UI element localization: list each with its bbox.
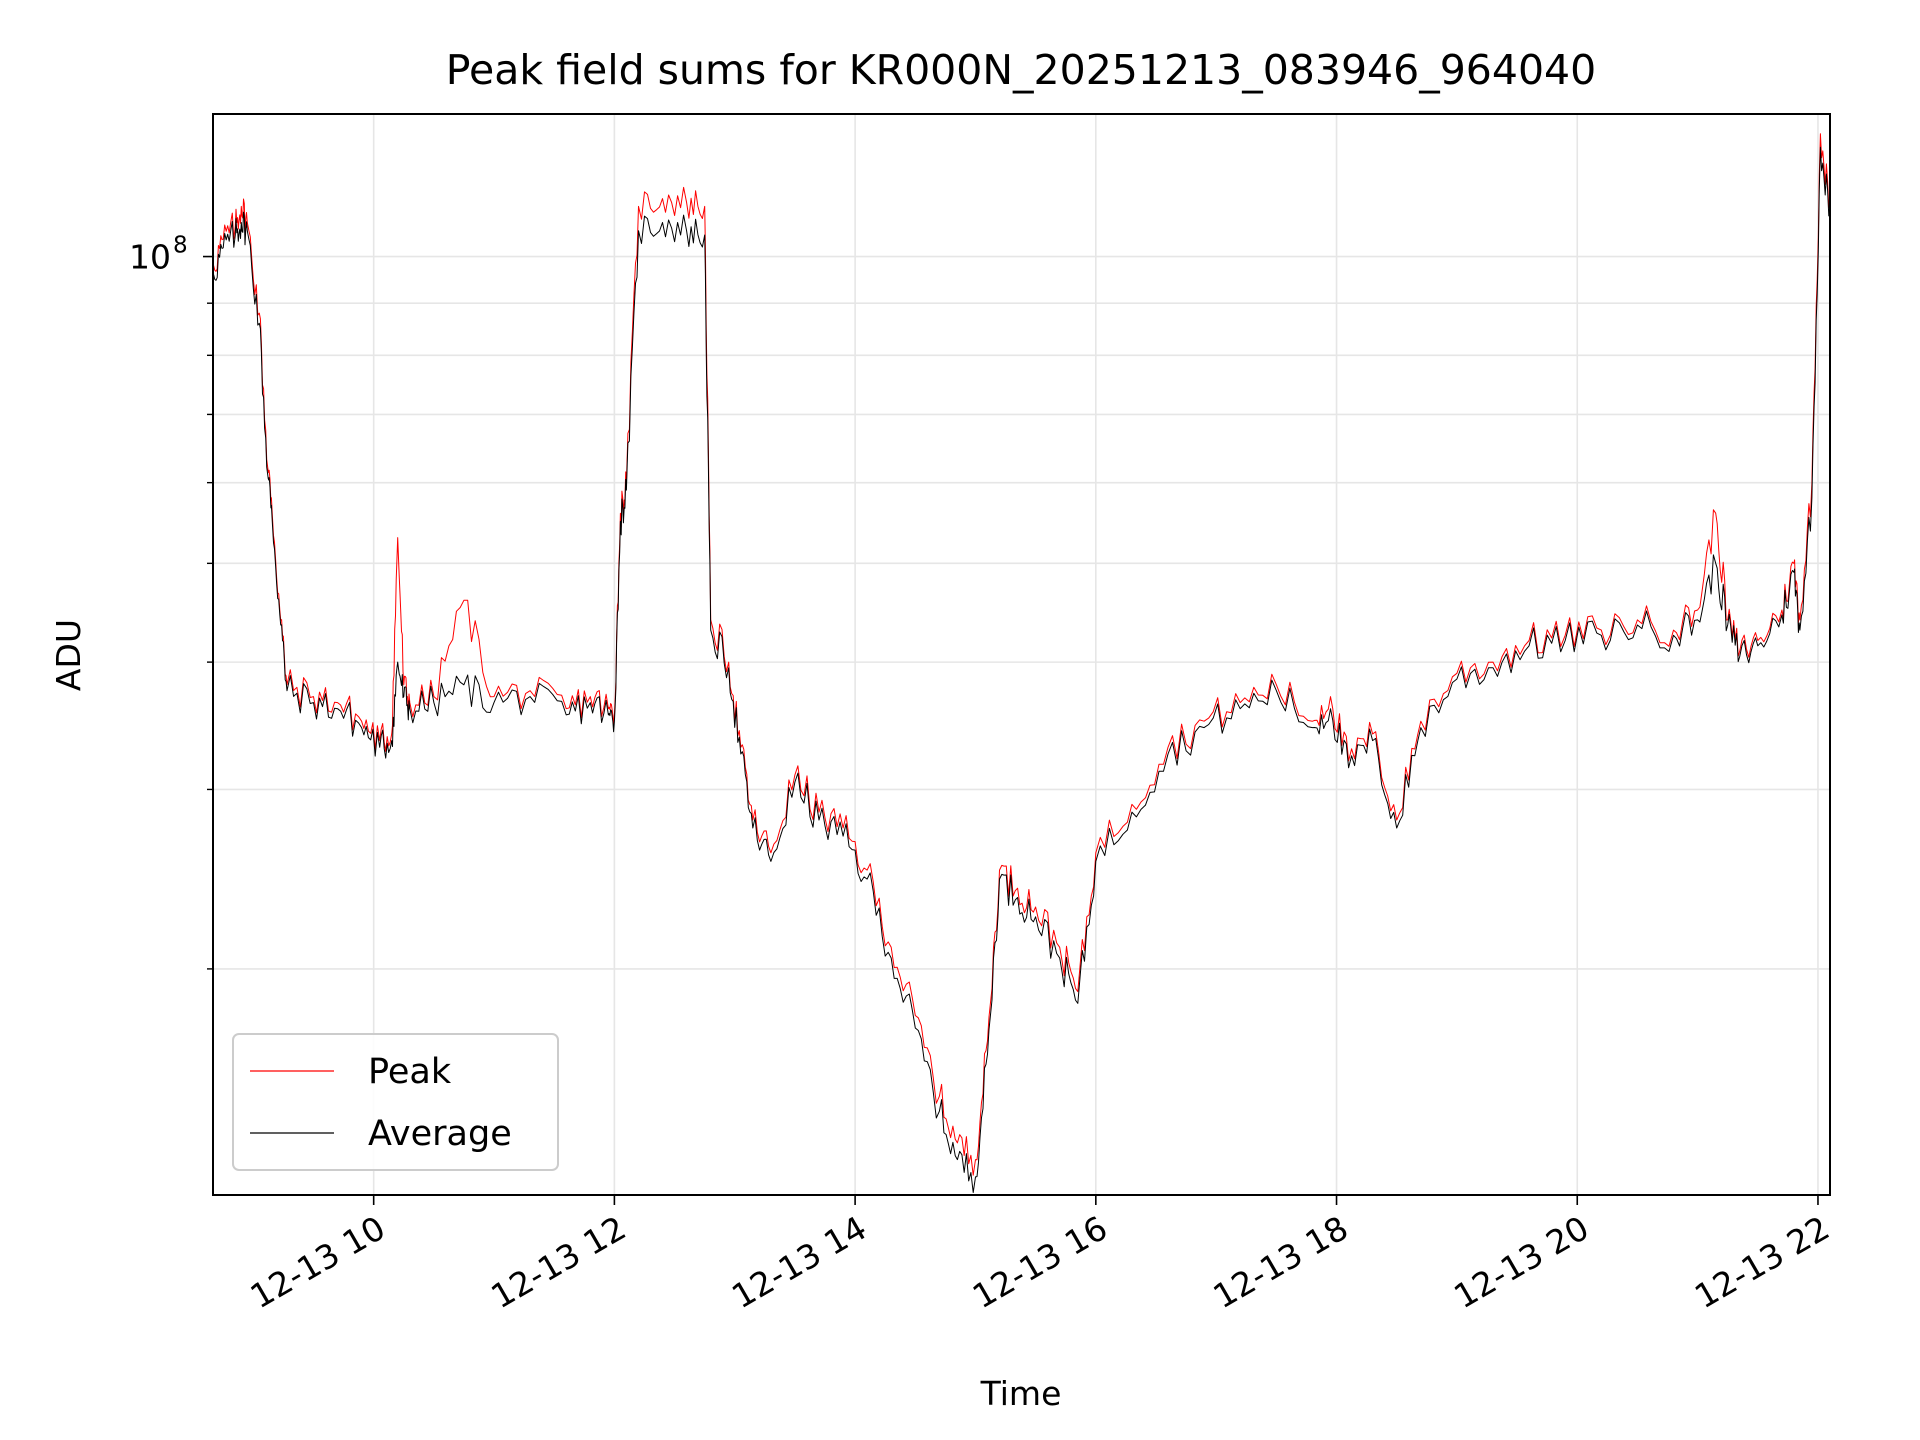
y-tick-label-exponent: 8 — [173, 233, 188, 259]
legend-label-peak: Peak — [368, 1052, 452, 1092]
series-layer — [213, 133, 1831, 1193]
legend-label-average: Average — [368, 1114, 512, 1154]
grid — [213, 114, 1830, 1195]
x-axis-label: Time — [980, 1374, 1062, 1413]
y-tick-label-base: 10 — [129, 238, 171, 277]
legend: Peak Average — [232, 1033, 559, 1171]
series-line-average — [213, 146, 1831, 1193]
y-axis-label: ADU — [49, 619, 88, 691]
chart-title: Peak field sums for KR000N_20251213_0839… — [446, 46, 1596, 94]
series-line-peak — [213, 133, 1831, 1176]
legend-box — [232, 1033, 559, 1171]
axes-frame — [212, 113, 1831, 1196]
